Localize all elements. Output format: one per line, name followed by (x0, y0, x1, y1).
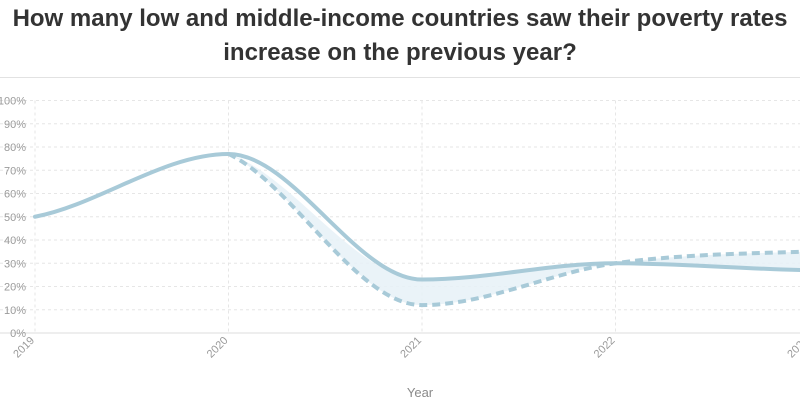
y-tick-label: 70% (4, 165, 26, 177)
y-tick-label: 40% (4, 235, 26, 247)
y-tick-label: 80% (4, 142, 26, 154)
series-line-solid (33, 151, 800, 282)
y-tick-label: 50% (4, 212, 26, 224)
x-tick-label: 2023 (785, 335, 800, 361)
y-tick-label: 30% (4, 258, 26, 270)
x-tick-label: 2020 (205, 335, 231, 361)
y-tick-label: 90% (4, 119, 26, 131)
series-difference-band (228, 153, 800, 306)
y-tick-label: 0% (10, 328, 26, 340)
y-tick-label: 20% (4, 282, 26, 294)
x-tick-label: 2021 (398, 335, 424, 361)
y-tick-label: 10% (4, 305, 26, 317)
y-tick-label: 100% (0, 96, 26, 108)
y-tick-label: 60% (4, 189, 26, 201)
series-line-dashed (227, 152, 800, 308)
chart-title: How many low and middle-income countries… (12, 5, 788, 66)
x-axis-label: Year (407, 385, 434, 400)
x-tick-label: 2022 (592, 335, 618, 361)
title-divider (0, 77, 800, 78)
